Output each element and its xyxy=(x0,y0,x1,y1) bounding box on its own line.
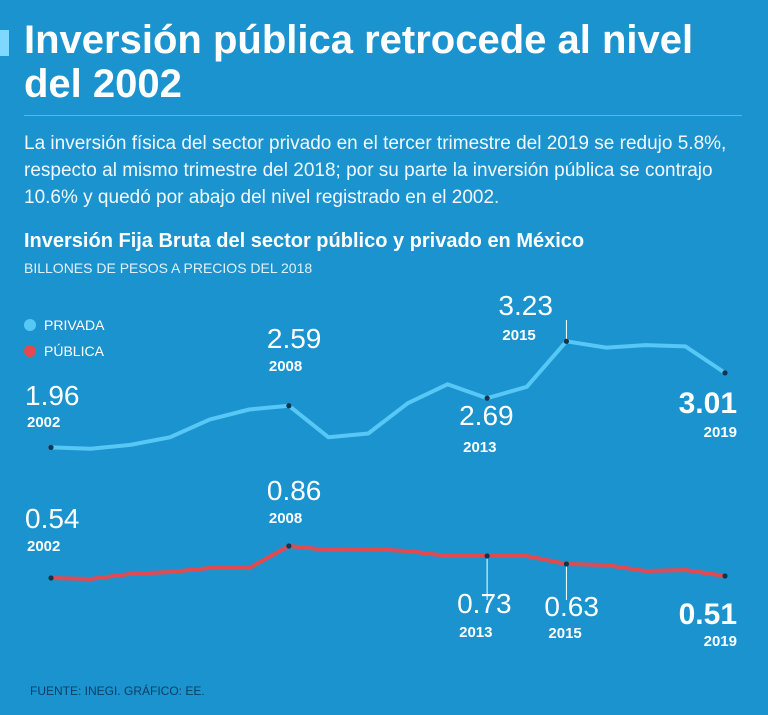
title-accent-bar xyxy=(0,30,9,56)
chart-legend: PRIVADA PÚBLICA xyxy=(24,312,104,364)
data-label-privada-2013: 2.69 xyxy=(459,400,514,431)
data-label-privada-2002: 1.96 xyxy=(25,380,80,411)
legend-label-privada: PRIVADA xyxy=(44,317,105,333)
year-label-publica-2015: 2015 xyxy=(548,625,581,642)
data-label-publica-2013: 0.73 xyxy=(457,588,512,619)
data-label-publica-2008: 0.86 xyxy=(267,475,322,506)
data-label-privada-2008: 2.59 xyxy=(267,323,322,354)
data-point-publica-2019 xyxy=(722,573,728,579)
data-point-privada-2002 xyxy=(48,444,54,451)
year-label-publica-2002: 2002 xyxy=(27,538,60,555)
data-point-privada-2008 xyxy=(286,403,292,409)
legend-label-publica: PÚBLICA xyxy=(44,343,104,359)
year-label-publica-2019: 2019 xyxy=(704,633,737,650)
source-note: FUENTE: INEGI. GRÁFICO: EE. xyxy=(30,684,205,698)
legend-dot-publica-icon xyxy=(24,345,36,357)
chart-title: Inversión Fija Bruta del sector público … xyxy=(24,230,585,252)
year-label-publica-2013: 2013 xyxy=(459,624,492,641)
data-point-publica-2002 xyxy=(48,575,54,581)
year-label-privada-2019: 2019 xyxy=(704,424,737,441)
data-point-privada-2019 xyxy=(722,370,728,376)
year-label-privada-2008: 2008 xyxy=(269,358,302,375)
series-line-publica xyxy=(49,544,727,581)
year-label-privada-2002: 2002 xyxy=(27,414,60,431)
page-title: Inversión pública retrocede al nivel del… xyxy=(24,18,694,106)
legend-dot-privada-icon xyxy=(24,319,36,331)
data-point-privada-2015 xyxy=(563,338,570,344)
year-label-publica-2008: 2008 xyxy=(269,510,302,527)
legend-item-publica: PÚBLICA xyxy=(24,338,104,364)
chart-subtitle: BILLONES DE PESOS A PRECIOS DEL 2018 xyxy=(24,260,313,276)
data-label-privada-2015: 3.23 xyxy=(498,290,552,321)
series-line-privada xyxy=(49,339,727,451)
data-label-publica-2019: 0.51 xyxy=(679,598,737,631)
year-label-privada-2015: 2015 xyxy=(502,327,535,344)
data-label-publica-2015: 0.63 xyxy=(544,591,599,622)
title-divider xyxy=(24,115,742,116)
legend-item-privada: PRIVADA xyxy=(24,312,104,338)
data-point-publica-2013 xyxy=(484,553,490,559)
data-label-privada-2019: 3.01 xyxy=(679,387,737,420)
intro-paragraph: La inversión física del sector privado e… xyxy=(24,133,727,208)
data-point-privada-2013 xyxy=(484,395,490,401)
data-point-publica-2008 xyxy=(286,543,292,549)
data-point-publica-2015 xyxy=(563,561,570,567)
data-label-publica-2002: 0.54 xyxy=(25,503,80,534)
year-label-privada-2013: 2013 xyxy=(463,439,496,456)
